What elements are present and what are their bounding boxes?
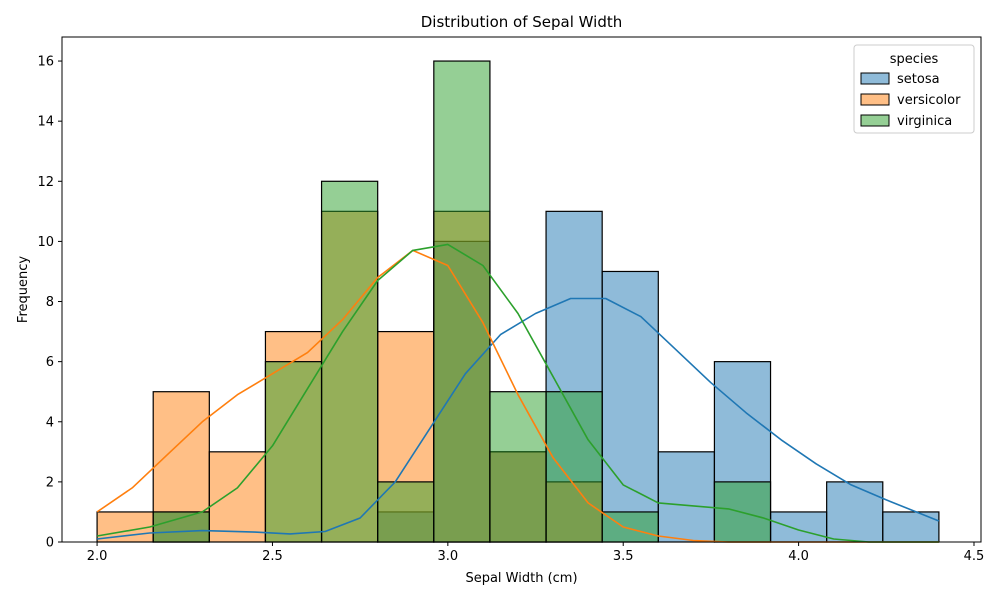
legend-label-versicolor: versicolor [897, 93, 961, 108]
bar-virginica-8 [545, 391, 603, 543]
legend-box [853, 44, 975, 134]
x-axis-label: Sepal Width (cm) [465, 571, 577, 586]
y-tick-label-3: 6 [46, 355, 54, 370]
bar-versicolor-0 [96, 511, 154, 543]
bar-setosa-9 [601, 270, 659, 543]
legend-swatch-setosa [860, 72, 890, 85]
y-axis: 0 2 4 6 8 10 12 14 16 [37, 55, 62, 551]
bar-virginica-5 [377, 481, 435, 543]
y-tick-label-8: 16 [37, 55, 54, 70]
x-tick-label-1: 2.5 [262, 549, 283, 564]
x-tick-label-5: 4.5 [964, 549, 985, 564]
y-tick-label-1: 2 [46, 475, 54, 490]
bar-versicolor-2 [208, 451, 267, 543]
bar-virginica-1 [152, 511, 210, 543]
bar-setosa-13 [826, 481, 884, 543]
x-tick-label-4: 4.0 [788, 549, 809, 564]
kde-line-virginica [96, 243, 939, 543]
legend-label-setosa: setosa [897, 72, 940, 87]
bar-virginica-6 [433, 60, 491, 543]
bar-virginica-9 [601, 511, 659, 543]
kde-line-versicolor [96, 249, 939, 543]
y-tick-label-0: 0 [46, 536, 54, 551]
bar-setosa-12 [769, 511, 828, 543]
bars-layer [96, 60, 940, 543]
x-tick-label-3: 3.5 [613, 549, 634, 564]
legend-swatch-versicolor [860, 93, 890, 106]
y-tick-label-5: 10 [37, 235, 54, 250]
bar-virginica-7 [489, 391, 547, 543]
plot-frame [61, 36, 982, 543]
bar-virginica-4 [320, 180, 379, 543]
y-tick-label-4: 8 [46, 295, 54, 310]
bar-virginica-3 [264, 361, 323, 543]
legend-title: species [890, 52, 939, 67]
kde-lines-layer [96, 243, 940, 543]
x-axis: 2.0 2.5 3.0 3.5 4.0 4.5 [87, 542, 985, 564]
chart-title: Distribution of Sepal Width [421, 13, 622, 31]
legend: species setosa versicolor virginica [853, 44, 975, 134]
y-axis-label: Frequency [16, 256, 31, 323]
kde-line-setosa [97, 297, 940, 540]
y-tick-label-6: 12 [37, 175, 54, 190]
x-tick-label-0: 2.0 [87, 549, 108, 564]
y-tick-label-2: 4 [46, 415, 54, 430]
legend-label-virginica: virginica [897, 114, 952, 129]
bar-setosa-10 [657, 451, 716, 543]
x-tick-label-2: 3.0 [437, 549, 458, 564]
legend-swatch-virginica [860, 114, 890, 127]
bar-setosa-14 [882, 511, 940, 543]
y-tick-label-7: 14 [37, 115, 54, 130]
